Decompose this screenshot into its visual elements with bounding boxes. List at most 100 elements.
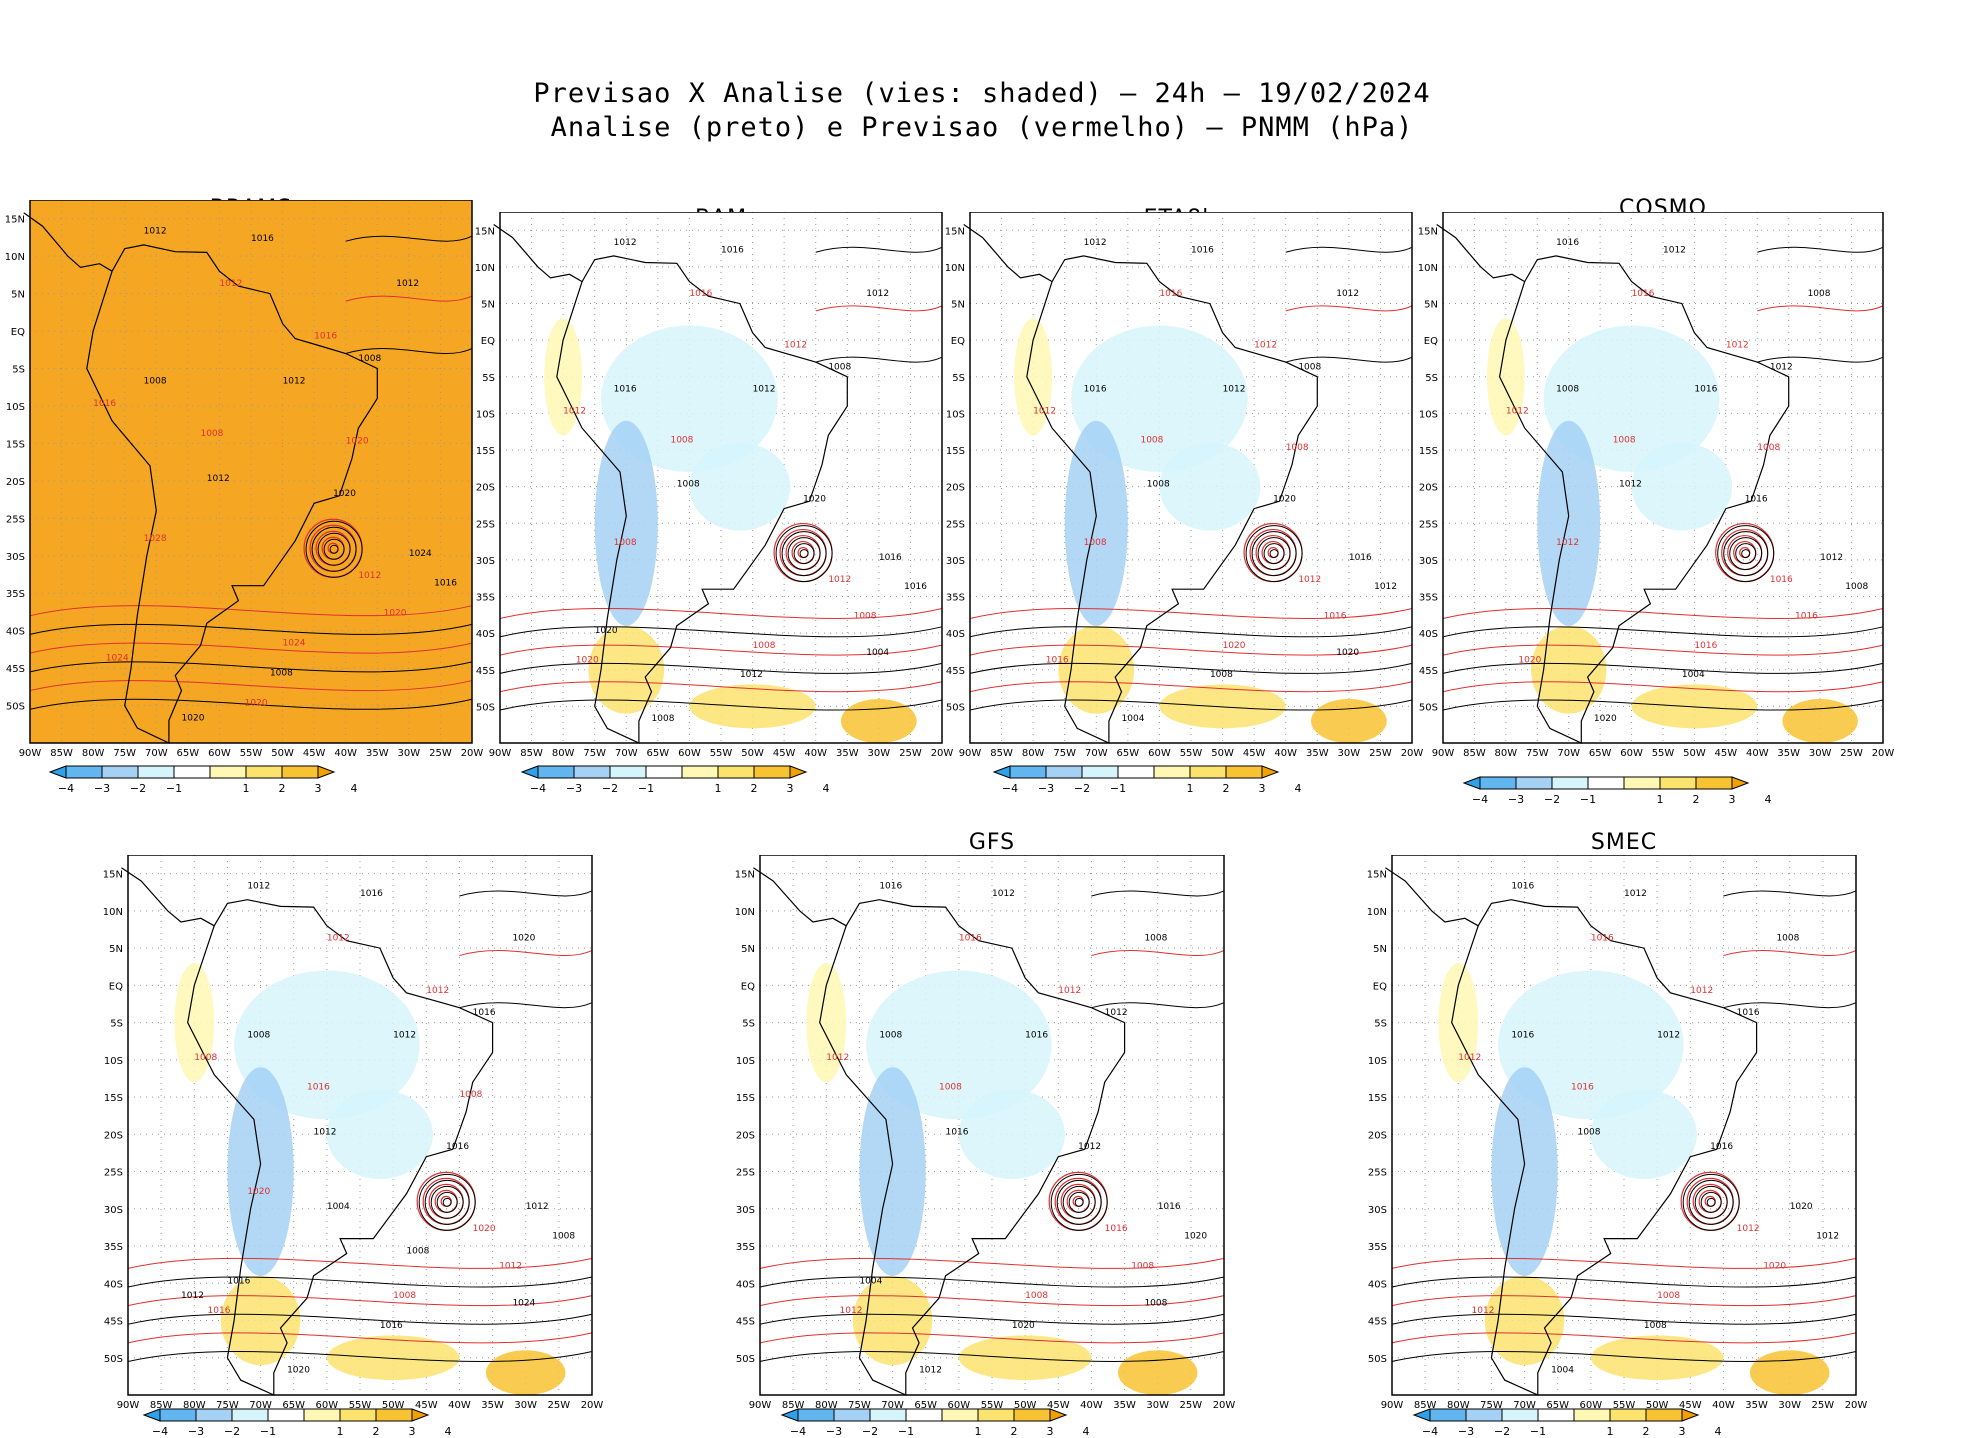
forecast-isobar-label: 1008 bbox=[393, 1291, 416, 1301]
forecast-isobar bbox=[969, 681, 1413, 693]
forecast-isobar-label: 1012 bbox=[499, 1261, 522, 1271]
forecast-isobar-label: 1008 bbox=[614, 538, 637, 548]
lon-tick-label: 80W bbox=[552, 748, 575, 759]
lat-tick-label: 5S bbox=[742, 1019, 755, 1030]
isobar bbox=[815, 246, 943, 253]
lon-tick-label: 60W bbox=[316, 1400, 339, 1411]
isobar bbox=[1757, 356, 1884, 363]
analysis-isobar-label: 1016 bbox=[360, 889, 383, 899]
analysis-isobar-label: 1008 bbox=[652, 714, 675, 724]
lon-tick-label: 70W bbox=[145, 748, 168, 759]
analysis-isobar bbox=[329, 544, 339, 554]
colorbar-label: −3 bbox=[1458, 1425, 1474, 1438]
analysis-isobar-label: 1008 bbox=[677, 480, 700, 490]
bias-shading bbox=[588, 625, 665, 714]
colorbar-label: 1 bbox=[1187, 782, 1194, 795]
lon-tick-label: 50W bbox=[741, 748, 764, 759]
colorbar-swatch bbox=[1551, 776, 1589, 790]
forecast-isobar-label: 1008 bbox=[939, 1083, 962, 1093]
forecast-isobar-label: 1008 bbox=[1657, 1291, 1680, 1301]
bias-shading bbox=[689, 684, 816, 729]
forecast-isobar bbox=[969, 644, 1413, 656]
forecast-isobar bbox=[127, 1257, 593, 1269]
central-america-coastline bbox=[753, 867, 847, 927]
colorbar-swatch bbox=[1623, 776, 1661, 790]
lat-tick-label: 30S bbox=[736, 1205, 755, 1216]
analysis-isobar-label: 1012 bbox=[1770, 362, 1793, 372]
colorbar-swatch bbox=[1515, 776, 1553, 790]
colorbar-swatch bbox=[537, 765, 575, 779]
colorbar-swatch bbox=[231, 1408, 269, 1422]
isobar bbox=[1723, 890, 1857, 897]
lon-tick-label: 40W bbox=[1746, 748, 1769, 759]
lat-tick-label: 45S bbox=[1368, 1317, 1387, 1328]
colorbar-label: −3 bbox=[94, 782, 110, 795]
bias-shading bbox=[1484, 1275, 1565, 1366]
forecast-isobar bbox=[29, 642, 473, 654]
analysis-isobar-label: 1016 bbox=[721, 245, 744, 255]
analysis-isobar-label: 1008 bbox=[1556, 384, 1579, 394]
lon-tick-label: 85W bbox=[520, 748, 543, 759]
lat-tick-label: 40S bbox=[946, 629, 965, 640]
lon-tick-label: 60W bbox=[1148, 748, 1171, 759]
lon-tick-label: 45W bbox=[303, 748, 326, 759]
bias-shading bbox=[326, 1335, 460, 1381]
lat-tick-label: EQ bbox=[1373, 981, 1387, 992]
lat-tick-label: EQ bbox=[741, 981, 755, 992]
analysis-isobar-label: 1012 bbox=[919, 1366, 942, 1376]
colorbar-label: 1 bbox=[337, 1425, 344, 1438]
forecast-isobar-label: 1012 bbox=[1458, 1053, 1481, 1063]
forecast-isobar-label: 1012 bbox=[426, 986, 449, 996]
colorbar-swatch bbox=[1479, 776, 1517, 790]
colorbar-label: 2 bbox=[751, 782, 758, 795]
colorbar-label: −4 bbox=[790, 1425, 806, 1438]
lat-tick-label: 25S bbox=[1368, 1168, 1387, 1179]
forecast-isobar-label: 1008 bbox=[200, 429, 223, 439]
forecast-isobar bbox=[127, 1295, 593, 1307]
lat-tick-label: 10S bbox=[476, 409, 495, 420]
forecast-isobar-label: 1008 bbox=[1286, 443, 1309, 453]
colorbar-label: 4 bbox=[445, 1425, 452, 1438]
isobar bbox=[1757, 305, 1884, 312]
forecast-isobar bbox=[127, 1332, 593, 1344]
forecast-isobar-label: 1012 bbox=[1254, 340, 1277, 350]
analysis-isobar-label: 1016 bbox=[1084, 384, 1107, 394]
lon-tick-label: 55W bbox=[981, 1400, 1004, 1411]
colorbar-arrow-right bbox=[1049, 1408, 1068, 1422]
lon-tick-label: 20W bbox=[1401, 748, 1424, 759]
colorbar-swatch bbox=[339, 1408, 377, 1422]
analysis-isobar bbox=[127, 1313, 593, 1325]
bias-shading bbox=[806, 963, 847, 1083]
colorbar-swatch bbox=[267, 1408, 305, 1422]
analysis-isobar-label: 1016 bbox=[1158, 1202, 1181, 1212]
lat-tick-label: 45S bbox=[736, 1317, 755, 1328]
colorbar-swatch bbox=[1587, 776, 1625, 790]
isobar bbox=[1091, 950, 1225, 957]
forecast-isobar bbox=[1391, 1332, 1857, 1344]
colorbar-label: −3 bbox=[188, 1425, 204, 1438]
analysis-isobar bbox=[1068, 1191, 1090, 1213]
lon-tick-label: 30W bbox=[1778, 1400, 1801, 1411]
colorbar-swatch bbox=[281, 765, 319, 779]
colorbar-label: 4 bbox=[823, 782, 830, 795]
lat-tick-label: 40S bbox=[1368, 1279, 1387, 1290]
bias-shading bbox=[544, 318, 583, 436]
analysis-isobar-label: 1016 bbox=[879, 553, 902, 563]
colorbar-swatch bbox=[101, 765, 139, 779]
analysis-isobar bbox=[775, 525, 833, 583]
colorbar-arrow-left bbox=[48, 765, 67, 779]
central-america-coastline bbox=[1385, 867, 1479, 927]
lon-tick-label: 85W bbox=[1414, 1400, 1437, 1411]
lat-tick-label: 10N bbox=[735, 907, 755, 918]
lon-tick-label: 20W bbox=[1213, 1400, 1236, 1411]
lat-tick-label: 35S bbox=[476, 593, 495, 604]
colorbar-label: 4 bbox=[1295, 782, 1302, 795]
bias-shading bbox=[1631, 442, 1733, 531]
analysis-isobar-label: 1020 bbox=[595, 626, 618, 636]
lon-tick-label: 20W bbox=[461, 748, 484, 759]
analysis-isobar-label: 1020 bbox=[1273, 494, 1296, 504]
analysis-isobar bbox=[793, 543, 815, 565]
colorbar-swatch bbox=[1153, 765, 1191, 779]
colorbar-label: 3 bbox=[1679, 1425, 1686, 1438]
analysis-isobar-label: 1012 bbox=[1820, 553, 1843, 563]
